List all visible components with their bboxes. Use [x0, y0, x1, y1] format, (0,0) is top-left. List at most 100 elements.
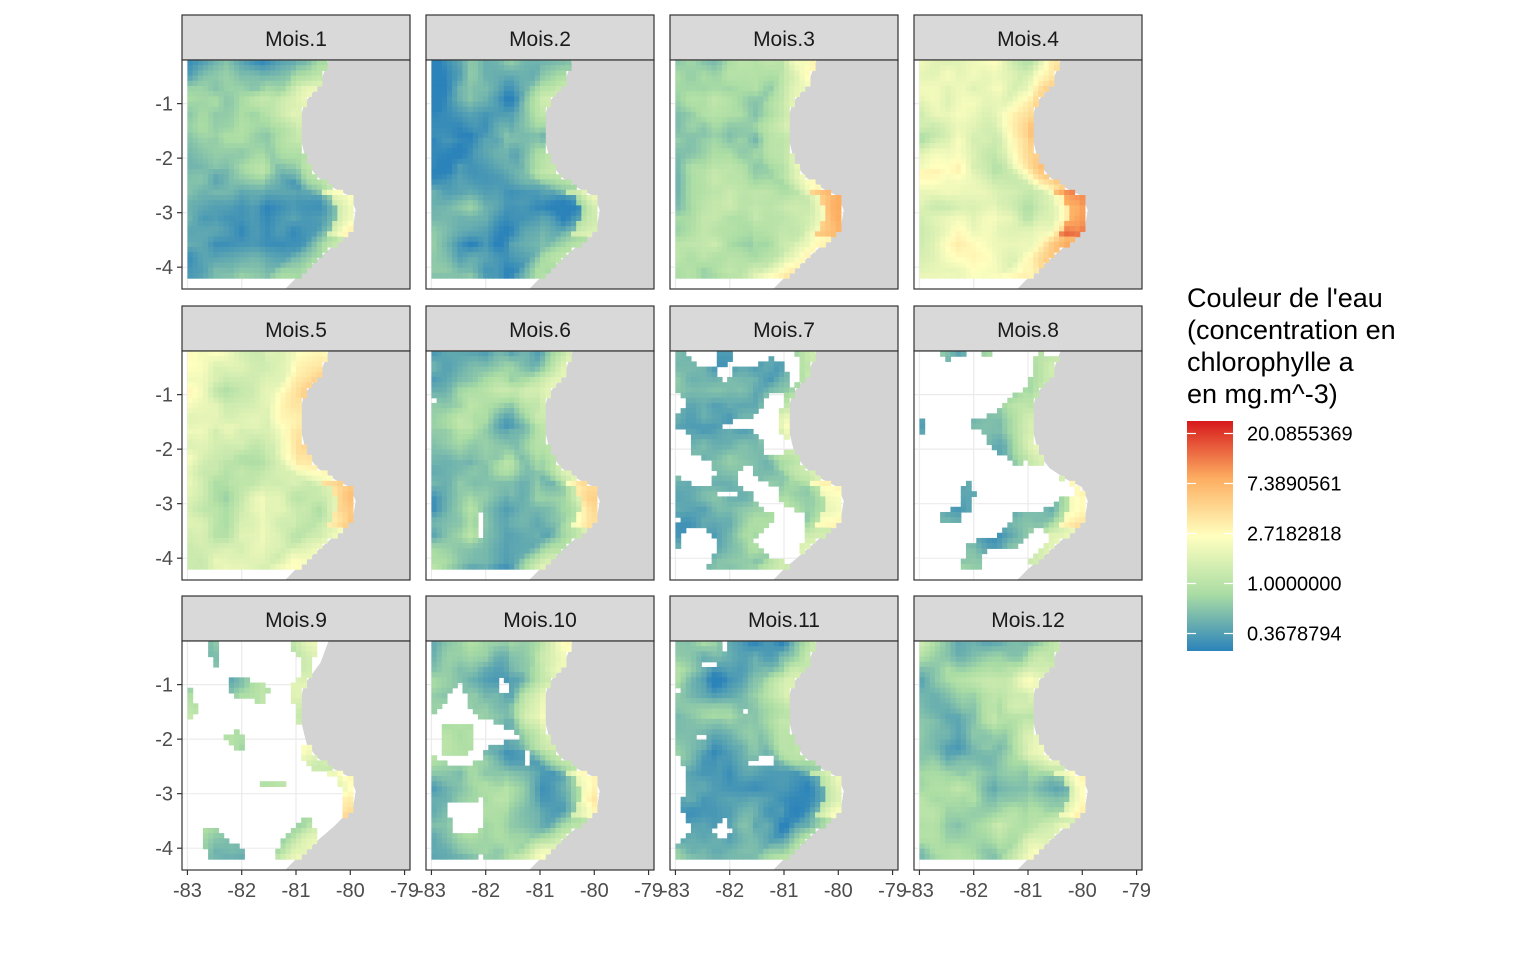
raster-cell — [233, 174, 240, 181]
raster-cell — [919, 158, 926, 165]
facet-strip-label: Mois.4 — [997, 28, 1059, 51]
raster-cell — [233, 80, 240, 87]
raster-cell — [290, 184, 297, 191]
raster-cell — [789, 179, 795, 186]
raster-cell — [275, 252, 282, 258]
raster-cell — [524, 148, 531, 155]
raster-cell — [1002, 148, 1008, 155]
raster-cell — [264, 460, 271, 466]
raster-cell — [789, 226, 795, 232]
raster-cell — [280, 444, 287, 451]
raster-cell — [275, 356, 282, 362]
raster-cell — [483, 226, 489, 232]
raster-cell — [571, 184, 577, 191]
raster-cell — [218, 408, 225, 414]
raster-cell — [457, 215, 464, 222]
raster-cell — [296, 382, 302, 388]
raster-cell — [758, 195, 764, 201]
raster-cell — [940, 163, 946, 170]
raster-cell — [187, 231, 194, 238]
raster-cell — [441, 158, 448, 165]
raster-cell — [327, 226, 333, 232]
raster-cell — [540, 122, 546, 129]
raster-cell — [301, 75, 307, 82]
raster-cell — [208, 91, 214, 97]
raster-cell — [732, 111, 739, 118]
raster-cell — [1002, 246, 1008, 253]
raster-cell — [571, 241, 577, 248]
raster-cell — [965, 236, 972, 243]
raster-cell — [270, 454, 276, 461]
raster-cell — [259, 96, 266, 103]
raster-cell — [493, 189, 500, 196]
raster-cell — [560, 179, 567, 186]
raster-cell — [680, 220, 687, 227]
raster-cell — [571, 226, 577, 232]
raster-cell — [996, 132, 1003, 139]
raster-cell — [711, 267, 718, 274]
raster-cell — [452, 215, 458, 222]
raster-cell — [285, 272, 292, 279]
raster-cell — [696, 60, 702, 66]
raster-cell — [685, 226, 692, 232]
raster-cell — [965, 220, 972, 227]
raster-cell — [742, 179, 749, 186]
raster-cell — [270, 215, 276, 222]
raster-cell — [690, 148, 697, 155]
raster-cell — [233, 387, 240, 394]
raster-cell — [696, 241, 702, 248]
raster-cell — [296, 117, 302, 123]
raster-cell — [441, 262, 448, 269]
raster-cell — [508, 205, 515, 212]
raster-cell — [280, 465, 287, 472]
raster-cell — [934, 60, 941, 66]
raster-cell — [784, 215, 790, 222]
raster-cell — [233, 267, 240, 274]
raster-cell — [431, 174, 438, 181]
raster-cell — [187, 454, 194, 461]
raster-cell — [264, 60, 271, 66]
raster-cell — [1007, 158, 1014, 165]
raster-cell — [545, 220, 551, 227]
raster-cell — [249, 132, 256, 139]
raster-cell — [192, 220, 199, 227]
raster-cell — [296, 60, 302, 66]
raster-cell — [1064, 226, 1070, 232]
raster-cell — [514, 106, 520, 113]
raster-cell — [778, 241, 785, 248]
raster-cell — [945, 184, 952, 191]
raster-cell — [306, 465, 313, 472]
raster-cell — [488, 85, 495, 92]
raster-cell — [747, 174, 754, 181]
raster-cell — [275, 408, 282, 414]
raster-cell — [981, 210, 988, 217]
raster-cell — [996, 65, 1003, 71]
raster-cell — [696, 169, 702, 175]
raster-cell — [192, 106, 199, 113]
raster-cell — [768, 226, 775, 232]
raster-cell — [690, 132, 697, 139]
raster-cell — [452, 246, 458, 253]
raster-cell — [208, 96, 214, 103]
raster-cell — [820, 241, 826, 248]
raster-cell — [467, 236, 474, 243]
raster-cell — [239, 75, 245, 82]
raster-cell — [690, 174, 697, 181]
raster-cell — [976, 143, 983, 149]
raster-cell — [560, 236, 567, 243]
raster-cell — [675, 215, 682, 222]
raster-cell — [316, 231, 323, 238]
raster-cell — [197, 179, 204, 186]
raster-cell — [976, 267, 983, 274]
raster-cell — [187, 137, 194, 144]
facet-strip — [669, 14, 899, 61]
raster-cell — [197, 382, 204, 388]
raster-cell — [758, 215, 764, 222]
raster-cell — [202, 106, 209, 113]
raster-cell — [197, 402, 204, 409]
raster-cell — [488, 122, 495, 129]
raster-cell — [508, 262, 515, 269]
raster-cell — [701, 75, 708, 82]
raster-cell — [452, 195, 458, 201]
raster-cell — [560, 220, 567, 227]
